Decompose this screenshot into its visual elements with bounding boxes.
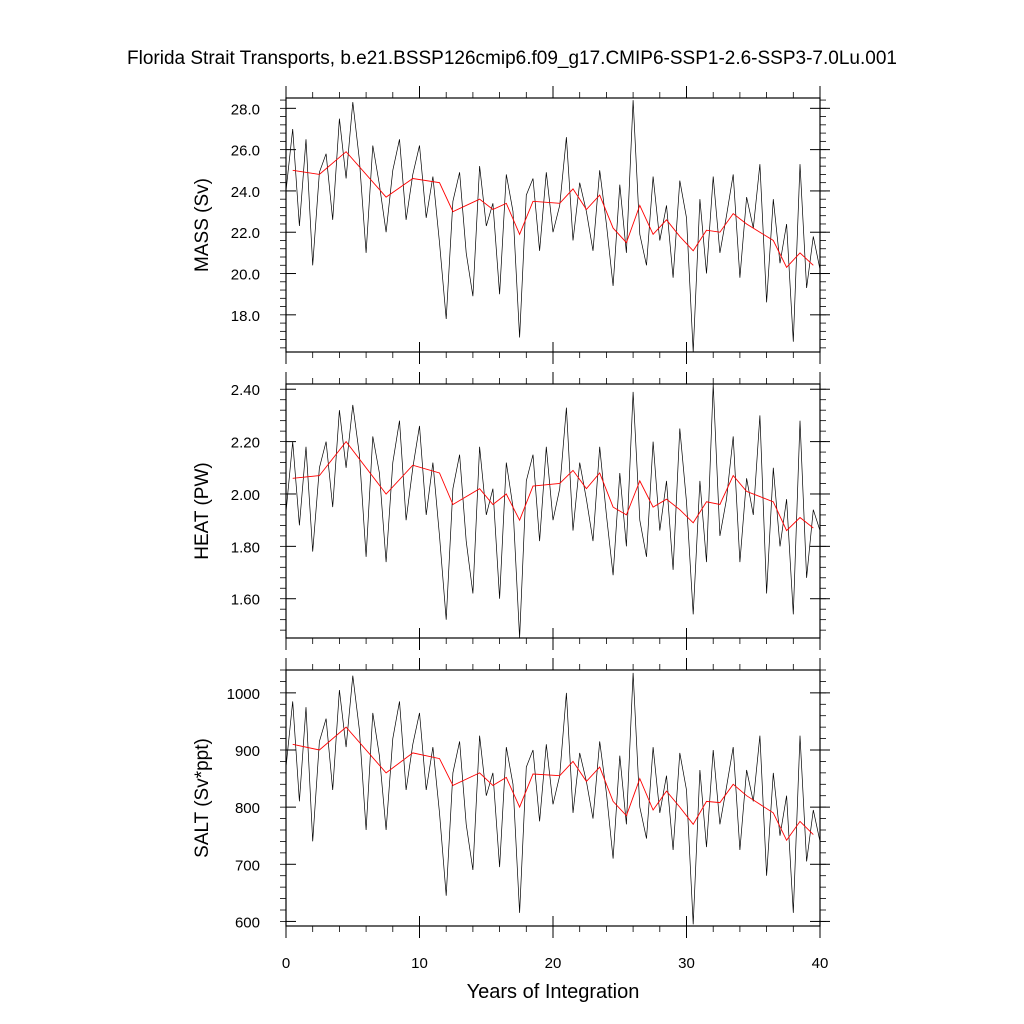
annual-mean-line — [292, 726, 814, 842]
y-tick-label: 24.0 — [231, 184, 260, 201]
y-tick-label: 28.0 — [231, 101, 260, 118]
y-tick-label: 800 — [235, 800, 260, 817]
y-tick-label: 600 — [235, 914, 260, 931]
y-axis-label: MASS (Sv) — [192, 178, 213, 272]
x-tick-label: 20 — [545, 955, 562, 972]
annual-mean-line — [292, 440, 814, 532]
y-tick-label: 2.20 — [231, 435, 260, 452]
monthly-series-line — [285, 672, 821, 925]
panel-frame — [285, 97, 821, 353]
y-tick-label: 1.80 — [231, 539, 260, 556]
y-tick-label: 2.00 — [231, 487, 260, 504]
x-tick-label: 30 — [678, 955, 695, 972]
y-tick-label: 1.60 — [231, 592, 260, 609]
x-axis-label: Years of Integration — [467, 981, 640, 1003]
y-tick-label: 1000 — [227, 686, 260, 703]
x-tick-label: 0 — [282, 955, 290, 972]
y-tick-label: 18.0 — [231, 308, 260, 325]
y-tick-label: 22.0 — [231, 225, 260, 242]
panel-frame — [285, 669, 821, 927]
y-tick-label: 900 — [235, 743, 260, 760]
panel-frame — [285, 383, 821, 639]
chart-title: Florida Strait Transports, b.e21.BSSP126… — [127, 48, 897, 69]
y-tick-label: 2.40 — [231, 382, 260, 399]
monthly-series-line — [285, 100, 821, 353]
y-tick-label: 26.0 — [231, 143, 260, 160]
y-axis-label: SALT (Sv*ppt) — [192, 738, 213, 858]
monthly-series-line — [285, 383, 821, 639]
y-tick-label: 20.0 — [231, 267, 260, 284]
x-tick-label: 10 — [411, 955, 428, 972]
y-tick-label: 700 — [235, 857, 260, 874]
y-axis-label: HEAT (PW) — [192, 462, 213, 559]
x-tick-label: 40 — [812, 955, 829, 972]
annual-mean-line — [292, 151, 814, 269]
